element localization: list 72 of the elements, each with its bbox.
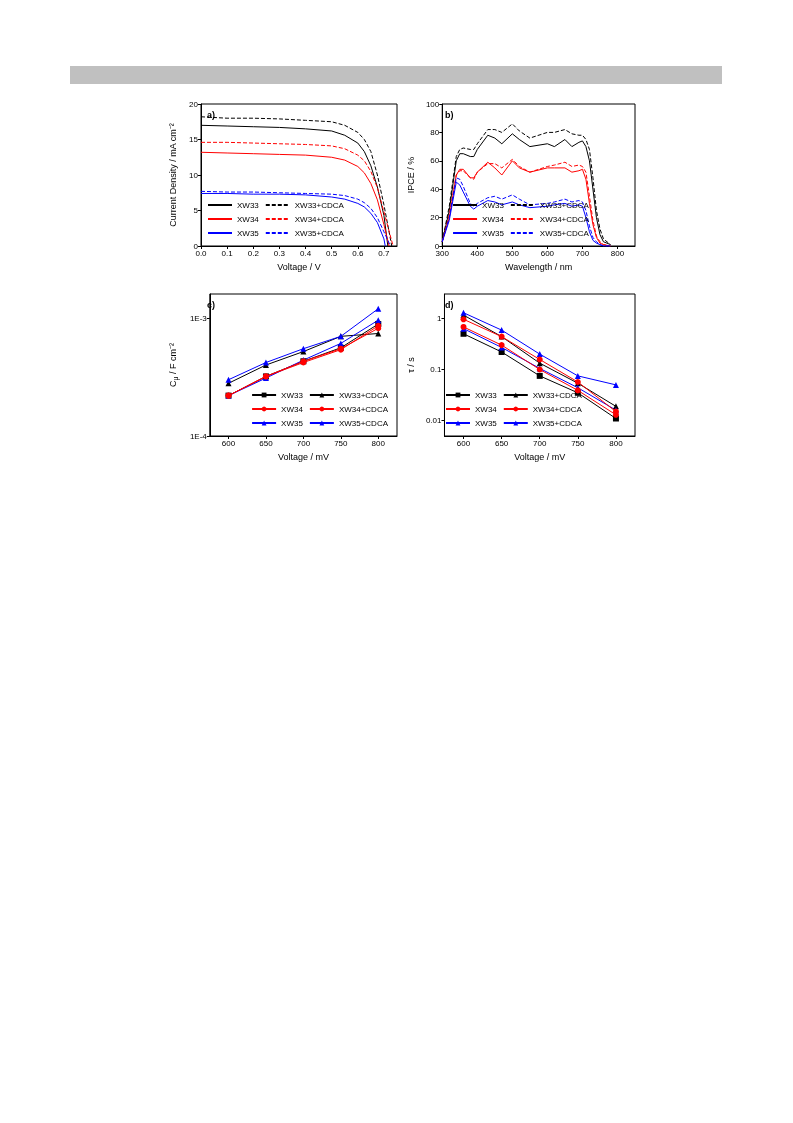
x-tick-label: 300 (435, 248, 450, 258)
x-tick-label: 800 (609, 438, 624, 448)
legend-label: XW34 (281, 404, 304, 414)
x-tick-label: 600 (221, 438, 236, 448)
x-tick-label: 0.4 (299, 248, 312, 258)
y-tick-label: 40 (430, 184, 440, 194)
text: d) (445, 299, 454, 310)
x-tick-label: 0.2 (247, 248, 260, 258)
y-tick-label: 0.1 (430, 365, 443, 374)
y-tick-label: 0 (434, 241, 440, 251)
x-tick-label: 0.5 (326, 248, 338, 258)
y-tick-label: 0 (193, 241, 199, 251)
x-tick-label: 0.3 (273, 248, 286, 258)
text: b) (445, 109, 454, 120)
y-tick-label: 0.01 (425, 416, 443, 426)
y-tick-label: 100 (425, 99, 440, 109)
legend-label: XW33 (482, 200, 505, 210)
legend-label: XW35+CDCA (294, 228, 345, 238)
x-axis-title: Voltage / V (277, 261, 321, 272)
x-tick-label: 400 (470, 248, 485, 258)
legend-label: XW34 (482, 214, 505, 224)
y-tick-label: 80 (430, 127, 440, 137)
x-tick-label: 700 (296, 438, 311, 448)
legend-label: XW34+CDCA (532, 404, 583, 414)
legend-label: XW34+CDCA (539, 214, 590, 224)
legend-label: XW35+CDCA (539, 228, 590, 238)
y-tick-label: 15 (189, 135, 199, 144)
y-tick-label: 1E-4 (189, 431, 208, 441)
text: a) (207, 109, 216, 120)
x-tick-label: 500 (505, 248, 520, 258)
legend-label: XW35 (237, 228, 260, 238)
x-axis-title: Voltage / mV (277, 451, 329, 462)
x-tick-label: 800 (371, 438, 386, 448)
legend-label: XW35 (281, 418, 304, 428)
y-axis-title: Current Density / mA cm⁻² (167, 123, 178, 227)
x-tick-label: 750 (334, 438, 349, 448)
x-tick-label: 700 (575, 248, 590, 258)
legend-label: XW35 (482, 228, 505, 238)
x-tick-label: 750 (571, 438, 586, 448)
legend-label: XW35+CDCA (532, 418, 583, 428)
x-tick-label: 0.7 (378, 248, 391, 258)
x-tick-label: 0.1 (221, 248, 234, 258)
x-tick-label: 700 (533, 438, 547, 448)
x-axis-title: Voltage / mV (514, 451, 566, 462)
legend-label: XW34+CDCA (338, 404, 389, 414)
y-tick-label: 20 (430, 213, 440, 223)
y-tick-label: 10 (189, 170, 199, 180)
legend-label: XW34 (237, 214, 260, 224)
y-tick-label: 60 (430, 156, 440, 166)
x-axis-title: Wavelength / nm (505, 261, 573, 272)
legend-label: XW35+CDCA (338, 418, 389, 428)
legend-label: XW33 (237, 200, 260, 210)
legend-label: XW33 (475, 390, 498, 400)
legend-label: XW35 (475, 418, 498, 428)
x-tick-label: 0.6 (352, 248, 364, 258)
x-tick-label: 650 (259, 438, 274, 448)
legend-label: XW33+CDCA (338, 390, 389, 400)
legend-label: XW34 (475, 404, 498, 414)
legend-label: XW33 (281, 390, 304, 400)
y-tick-label: 1 (437, 313, 443, 323)
legend-label: XW34+CDCA (294, 214, 345, 224)
legend-label: XW33+CDCA (294, 200, 345, 210)
x-tick-label: 0.0 (195, 248, 208, 258)
y-tick-label: 20 (189, 99, 199, 109)
y-axis-title: τ / s (405, 356, 416, 373)
y-tick-label: 1E-3 (189, 313, 208, 323)
x-tick-label: 650 (494, 438, 509, 448)
x-tick-label: 600 (456, 438, 471, 448)
x-tick-label: 600 (540, 248, 555, 258)
y-axis-title: IPCE / % (405, 156, 416, 194)
x-tick-label: 800 (610, 248, 625, 258)
y-tick-label: 5 (193, 206, 199, 215)
